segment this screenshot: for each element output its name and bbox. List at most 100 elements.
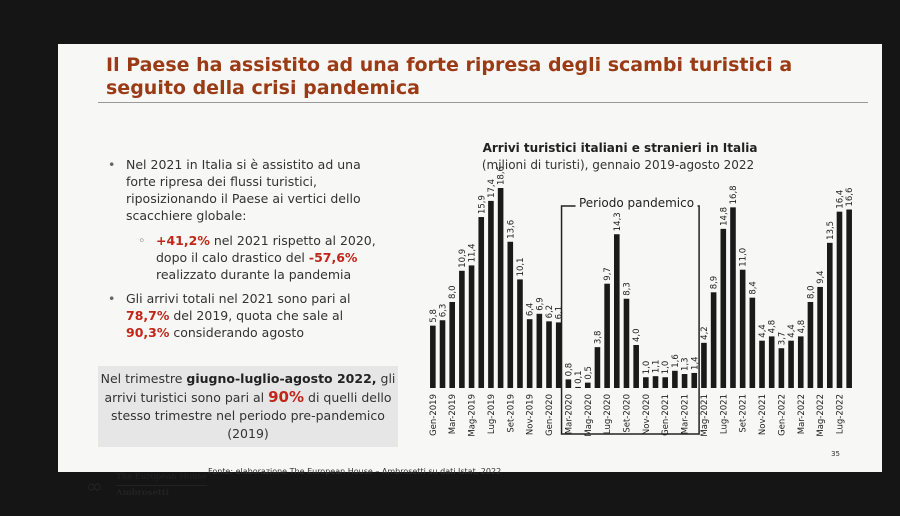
- x-tick-label: Set-2019: [506, 394, 516, 433]
- bar: [575, 386, 581, 388]
- bar: [807, 301, 814, 388]
- bar: [720, 228, 727, 388]
- value-label: 1,4: [690, 356, 700, 370]
- x-tick-label: Mar-2021: [681, 394, 691, 434]
- source: Fonte: elaborazione The European House –…: [208, 467, 502, 476]
- bullet-text: Gli arrivi totali nel 2021 sono pari al: [126, 291, 351, 306]
- bullet-text: 90,3%: [126, 325, 170, 340]
- value-label: 6,4: [526, 303, 536, 317]
- value-label: 17,4: [487, 179, 497, 198]
- bullet-text: nel 2021 rispetto al 2020, dopo il calo …: [156, 233, 376, 265]
- x-tick-label: Nov-2020: [642, 394, 652, 435]
- value-label: 1,0: [661, 361, 671, 375]
- value-label: 6,2: [545, 305, 555, 319]
- value-label: 16,4: [835, 190, 845, 209]
- chart-title: Arrivi turistici italiani e stranieri in…: [483, 141, 758, 155]
- x-tick-label: Set-2020: [622, 394, 632, 433]
- bar: [652, 376, 659, 388]
- bar: [604, 283, 610, 388]
- x-tick-label: Mag-2022: [816, 394, 826, 437]
- x-tick-label: Gen-2019: [429, 394, 439, 436]
- sub-bullet: +41,2% nel 2021 rispetto al 2020, dopo i…: [138, 232, 378, 283]
- value-label: 4,4: [758, 324, 768, 338]
- value-label: 4,0: [632, 328, 642, 342]
- bar: [565, 379, 572, 388]
- x-tick-label: Nov-2021: [758, 394, 768, 435]
- bar: [517, 279, 523, 388]
- value-label: 11,0: [739, 248, 749, 267]
- value-label: 3,8: [593, 331, 603, 345]
- value-label: 1,3: [681, 357, 691, 371]
- bar: [768, 336, 775, 388]
- note-text: di quelli dello stesso trimestre nel per…: [111, 390, 392, 441]
- bar: [788, 340, 794, 388]
- bullet-text: +41,2%: [156, 233, 210, 248]
- bar: [730, 207, 736, 388]
- x-tick-label: Gen-2021: [661, 394, 671, 436]
- bar: [681, 374, 688, 388]
- value-label: 13,5: [826, 221, 836, 240]
- x-tick-label: Nov-2019: [526, 394, 536, 435]
- x-tick-label: Gen-2020: [545, 394, 555, 436]
- x-tick-label: Mar-2020: [564, 394, 574, 434]
- value-label: 13,6: [506, 220, 516, 239]
- bar: [778, 348, 785, 388]
- x-tick-label: Mag-2020: [584, 394, 594, 437]
- chart-subtitle: (milioni di turisti), gennaio 2019-agost…: [482, 158, 754, 172]
- slide: Il Paese ha assistito ad una forte ripre…: [58, 44, 882, 476]
- bar: [497, 188, 504, 388]
- value-label: 8,9: [710, 276, 720, 290]
- value-label: 16,6: [845, 188, 855, 207]
- bullet-text: del 2019, quota che sale al: [169, 308, 344, 323]
- bar: [623, 298, 630, 388]
- bar: [710, 292, 717, 388]
- value-label: 6,3: [439, 304, 449, 318]
- value-label: 8,3: [622, 282, 632, 296]
- bar: [526, 319, 533, 388]
- bar: [555, 322, 562, 388]
- bar: [439, 320, 446, 388]
- value-label: 15,9: [477, 195, 487, 214]
- bar: [759, 340, 765, 388]
- bar: [594, 347, 601, 388]
- bar: [691, 372, 698, 388]
- value-label: 14,3: [613, 212, 623, 231]
- x-tick-label: Mag-2019: [468, 394, 478, 437]
- value-label: 8,4: [748, 281, 758, 295]
- bar: [507, 241, 514, 388]
- value-label: 1,6: [671, 354, 681, 368]
- bar: [672, 370, 678, 388]
- bullet-text: considerando agosto: [169, 325, 304, 340]
- bar: [478, 217, 485, 388]
- bar: [468, 265, 475, 388]
- note-text: 90%: [268, 388, 305, 406]
- value-label: 14,8: [719, 207, 729, 226]
- value-label: 4,8: [768, 320, 778, 334]
- note-text: Nel trimestre: [100, 371, 187, 386]
- value-label: 11,4: [468, 243, 478, 262]
- annotation-bg: [575, 195, 698, 211]
- bar: [662, 377, 669, 388]
- value-label: 0,8: [564, 363, 574, 377]
- x-tick-label: Lug-2019: [487, 394, 497, 434]
- value-label: 16,8: [729, 185, 739, 204]
- x-tick-label: Mar-2019: [448, 394, 458, 434]
- value-label: 0,5: [584, 366, 594, 380]
- value-label: 6,1: [555, 306, 565, 320]
- value-label: 4,4: [787, 324, 797, 338]
- bar: [459, 270, 465, 388]
- x-tick-label: Mar-2022: [797, 394, 807, 434]
- logo: The European House Ambrosetti: [116, 470, 207, 501]
- value-label: 8,0: [806, 285, 816, 299]
- slide-title: Il Paese ha assistito ad una forte ripre…: [106, 54, 793, 99]
- bullet: Gli arrivi totali nel 2021 sono pari al …: [108, 290, 376, 341]
- value-label: 3,7: [777, 332, 787, 346]
- bar: [739, 269, 746, 388]
- bar: [488, 200, 494, 388]
- bar: [817, 286, 823, 388]
- value-label: 10,1: [516, 257, 526, 276]
- bar: [546, 321, 552, 388]
- value-label: 5,8: [429, 309, 439, 323]
- note-box: Nel trimestre giugno-luglio-agosto 2022,…: [98, 366, 398, 447]
- x-tick-label: Lug-2021: [719, 394, 729, 434]
